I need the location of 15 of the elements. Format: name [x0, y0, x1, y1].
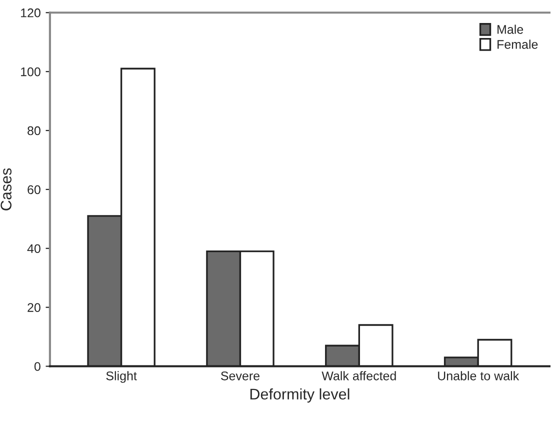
y-tick-label: 60: [28, 185, 40, 194]
y-axis-title: Cases: [0, 168, 12, 210]
x-axis-title: Deformity level: [250, 388, 350, 403]
legend-label: Female: [498, 40, 538, 49]
x-tick-label: Unable to walk: [438, 371, 520, 380]
x-tick-label: Severe: [221, 371, 260, 380]
legend-label: Male: [498, 24, 524, 34]
y-tick-label: 100: [21, 67, 40, 76]
x-tick-label: Slight: [106, 371, 137, 383]
y-tick-label: 20: [28, 303, 40, 312]
x-tick-label: Walk affected: [322, 371, 396, 380]
y-tick-label: 0: [34, 362, 40, 371]
y-tick-label: 80: [28, 126, 40, 136]
y-tick-label: 40: [27, 244, 40, 254]
y-tick-label: 120: [21, 8, 40, 18]
